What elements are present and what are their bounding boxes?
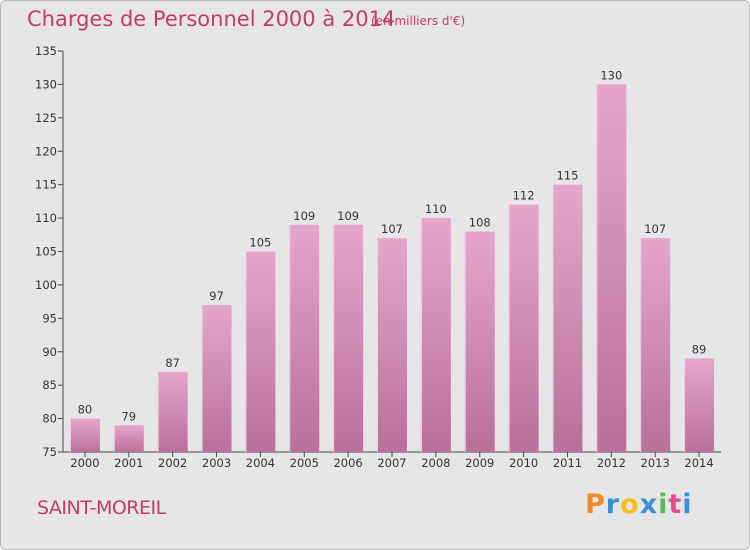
x-tick-label: 2004 bbox=[246, 456, 275, 470]
bar bbox=[508, 204, 539, 452]
x-tick-label: 2002 bbox=[158, 456, 187, 470]
bar bbox=[69, 418, 100, 452]
bar bbox=[464, 231, 495, 452]
bar bbox=[113, 425, 144, 452]
data-label: 110 bbox=[425, 202, 447, 216]
x-tick-label: 2000 bbox=[70, 456, 99, 470]
y-tick-label: 95 bbox=[42, 311, 57, 325]
bar bbox=[157, 371, 188, 452]
y-tick-label: 135 bbox=[35, 44, 57, 58]
bar bbox=[333, 224, 364, 452]
proxiti-logo[interactable]: Proxiti bbox=[585, 489, 693, 520]
bar bbox=[377, 238, 407, 452]
x-tick-label: 2012 bbox=[597, 456, 626, 470]
data-label: 105 bbox=[249, 236, 271, 250]
y-tick-label: 100 bbox=[35, 278, 57, 292]
y-tick-label: 75 bbox=[42, 445, 57, 459]
labels: 80 79 87 97 105 109 109 107 110 108 112 115 130 107 89 bbox=[78, 68, 707, 423]
bar bbox=[640, 238, 671, 452]
x-tick-label: 2001 bbox=[114, 456, 143, 470]
data-label: 97 bbox=[209, 289, 224, 303]
chart-title: Charges de Personnel 2000 à 2014 bbox=[27, 7, 396, 31]
data-label: 108 bbox=[469, 215, 491, 229]
logo-letter: x bbox=[639, 489, 659, 520]
data-label: 107 bbox=[644, 222, 666, 236]
y-tick-label: 125 bbox=[35, 111, 57, 125]
y-tick-label: 105 bbox=[35, 245, 57, 259]
y-tick-label: 115 bbox=[35, 178, 57, 192]
bar bbox=[245, 251, 276, 452]
x-tick-label: 2006 bbox=[333, 456, 362, 470]
bar bbox=[201, 304, 232, 452]
logo-letter: t bbox=[668, 489, 683, 520]
x-tick-label: 2009 bbox=[465, 456, 494, 470]
y-tick-label: 110 bbox=[35, 211, 57, 225]
y-tick-label: 85 bbox=[42, 378, 57, 392]
x-tick-label: 2013 bbox=[641, 456, 670, 470]
y-tick-label: 130 bbox=[35, 77, 57, 91]
data-label: 130 bbox=[600, 68, 622, 82]
bar bbox=[420, 218, 451, 452]
data-label: 89 bbox=[692, 342, 707, 356]
chart-subtitle: (en milliers d'€) bbox=[371, 14, 466, 28]
x-tick-label: 2011 bbox=[553, 456, 582, 470]
data-label: 112 bbox=[513, 189, 535, 203]
x-tick-label: 2005 bbox=[290, 456, 319, 470]
bar bbox=[684, 358, 715, 452]
logo-letter: i bbox=[658, 489, 669, 520]
bar bbox=[596, 84, 627, 453]
logo-letter: P bbox=[585, 489, 606, 520]
x-tick-label: 2014 bbox=[684, 456, 713, 470]
data-label: 109 bbox=[337, 209, 359, 223]
data-label: 115 bbox=[556, 169, 578, 183]
y-tick-label: 120 bbox=[35, 144, 57, 158]
data-label: 109 bbox=[293, 209, 315, 223]
y-tick-label: 90 bbox=[42, 345, 57, 359]
x-tick-label: 2007 bbox=[377, 456, 406, 470]
data-label: 79 bbox=[121, 409, 136, 423]
axes: 75 80 85 90 95 100 105 110 115 120 125 130 135 2000 20… bbox=[35, 44, 721, 470]
data-label: 80 bbox=[78, 403, 93, 417]
x-tick-label: 2008 bbox=[421, 456, 450, 470]
x-tick-label: 2003 bbox=[202, 456, 231, 470]
bars bbox=[69, 84, 715, 453]
bar bbox=[289, 224, 320, 452]
logo-letter: r bbox=[605, 489, 621, 520]
data-label: 87 bbox=[165, 356, 180, 370]
x-tick-label: 2010 bbox=[509, 456, 538, 470]
town-name: SAINT-MOREIL bbox=[37, 497, 166, 519]
bar bbox=[552, 184, 583, 452]
data-label: 107 bbox=[381, 222, 403, 236]
logo-letter: o bbox=[620, 489, 640, 520]
y-tick-label: 80 bbox=[42, 412, 57, 426]
logo-letter: i bbox=[682, 489, 693, 520]
